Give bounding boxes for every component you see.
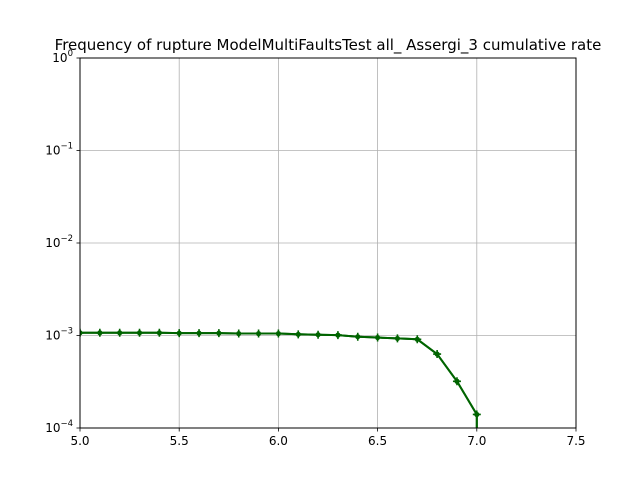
y-tick-label-exponent: −3 — [60, 327, 73, 337]
data-point-dot — [414, 336, 420, 342]
y-tick-label-exponent: 0 — [68, 49, 73, 59]
x-tick-label: 7.0 — [467, 434, 486, 448]
y-tick-label-base: 10 — [45, 144, 60, 158]
data-point-dot — [355, 334, 361, 340]
data-point-dot — [335, 332, 341, 338]
data-point-dot — [295, 331, 301, 337]
data-point-dot — [176, 330, 182, 336]
y-tick-label-exponent: −2 — [60, 234, 73, 244]
data-point-dot — [394, 335, 401, 342]
data-point-dot — [216, 330, 222, 336]
y-tick-label: 10−1 — [45, 142, 73, 158]
x-tick-label: 6.0 — [269, 434, 288, 448]
x-axis: 5.0 5.5 6.0 6.5 7.0 7.5 — [70, 428, 586, 448]
plot-area — [80, 328, 481, 428]
y-tick-label-base: 10 — [45, 421, 60, 435]
y-tick-label: 10−2 — [45, 234, 73, 250]
y-tick-label-base: 10 — [45, 236, 60, 250]
y-tick-label-base: 10 — [52, 51, 67, 65]
series-1 — [80, 330, 480, 428]
data-point-dot — [275, 330, 281, 337]
y-tick-label: 10−4 — [45, 419, 73, 435]
data-point-dot — [454, 378, 460, 384]
data-point-dot — [136, 330, 143, 336]
data-point-dot — [196, 330, 202, 336]
data-point-dot — [434, 351, 440, 357]
y-tick-label-exponent: −4 — [60, 419, 73, 429]
y-tick-label: 10−3 — [45, 327, 73, 343]
data-point-dot — [117, 330, 123, 336]
data-point-dot — [156, 330, 162, 336]
data-point-dot — [236, 330, 242, 337]
x-tick-label: 5.5 — [170, 434, 189, 448]
x-tick-label: 6.5 — [368, 434, 387, 448]
y-tick-label: 100 — [52, 49, 73, 65]
chart-title: Frequency of rupture ModelMultiFaultsTes… — [55, 36, 602, 55]
data-point-dot — [375, 334, 381, 341]
data-point-dot — [315, 332, 321, 338]
y-tick-label-exponent: −1 — [60, 142, 73, 152]
data-point-dot — [255, 330, 262, 337]
data-point-dot — [80, 330, 83, 336]
x-tick-label: 5.0 — [70, 434, 89, 448]
y-tick-label-base: 10 — [45, 329, 60, 343]
x-tick-label: 7.5 — [566, 434, 585, 448]
data-point-dot — [97, 330, 103, 336]
